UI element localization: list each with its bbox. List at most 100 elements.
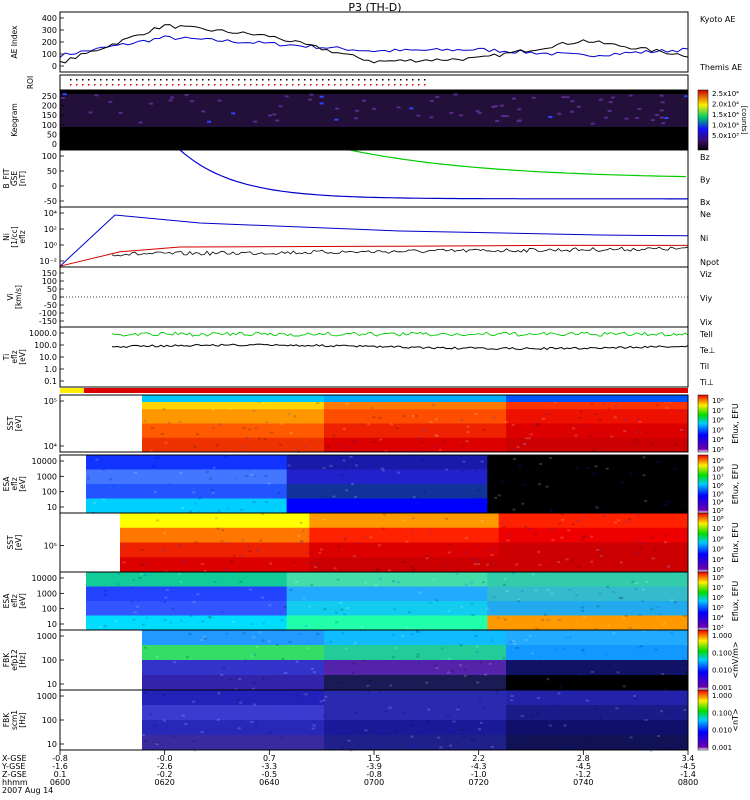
- roi-dot: [286, 84, 288, 86]
- spectrogram-speckle: [158, 599, 162, 602]
- spectrogram-speckle: [634, 587, 638, 590]
- spectrogram-cell: [324, 437, 507, 453]
- roi-dot: [238, 79, 240, 81]
- spectrogram-speckle: [153, 490, 157, 493]
- spectrogram-speckle: [486, 677, 490, 680]
- spectrogram-speckle: [397, 471, 401, 474]
- spectrogram-speckle: [370, 683, 374, 686]
- spectrogram-speckle: [343, 613, 347, 616]
- spectrogram-speckle: [418, 591, 422, 594]
- roi-dot: [226, 84, 228, 86]
- keogram-pixel: [94, 94, 99, 97]
- spectrogram-speckle: [250, 473, 254, 476]
- spectrogram-speckle: [429, 421, 433, 424]
- spectrogram-speckle: [232, 621, 236, 624]
- spectrogram-cell: [86, 484, 288, 499]
- y-tick-label: 400: [42, 14, 57, 23]
- spectrogram-speckle: [512, 508, 516, 511]
- spectrogram-speckle: [425, 489, 429, 492]
- spectrogram-speckle: [673, 601, 677, 604]
- spectrogram-speckle: [548, 528, 552, 531]
- spectrogram-speckle: [577, 565, 581, 568]
- roi-dot: [406, 84, 408, 86]
- colorbar-tick: 10³: [712, 446, 724, 454]
- y-tick-label: 10: [47, 503, 57, 512]
- spectrogram-speckle: [585, 699, 589, 702]
- roi-dot: [256, 84, 258, 86]
- x-gse-value: 1.5: [368, 754, 381, 763]
- spectrogram-speckle: [230, 560, 234, 563]
- x-row-label: X-GSE: [2, 754, 27, 763]
- spectrogram-speckle: [631, 580, 635, 583]
- spectrogram-speckle: [517, 470, 521, 473]
- spectrogram-speckle: [332, 663, 336, 666]
- roi-dot: [148, 84, 150, 86]
- spectrogram-speckle: [283, 606, 287, 609]
- spectrogram-speckle: [401, 711, 405, 714]
- spectrogram-speckle: [538, 563, 542, 566]
- spectrogram-cell: [142, 645, 325, 661]
- spectrogram-speckle: [463, 668, 467, 671]
- spectrogram-speckle: [388, 706, 392, 709]
- keogram-pixel: [201, 110, 206, 113]
- keogram-pixel: [637, 108, 642, 111]
- spectrogram-speckle: [462, 460, 466, 463]
- colorbar-tick: 0.001: [712, 684, 732, 692]
- spectrogram-speckle: [663, 503, 667, 506]
- spectrogram-speckle: [577, 416, 581, 419]
- spectrogram-speckle: [607, 624, 611, 627]
- colorbar-tick: 10³: [712, 624, 724, 632]
- y-tick-label: 1.0: [44, 365, 57, 374]
- spectrogram-speckle: [197, 510, 201, 513]
- legend-entry: Bz: [700, 153, 710, 162]
- spectrogram-speckle: [345, 489, 349, 492]
- keogram-pixel: [334, 118, 339, 121]
- y-gse-value: -4.5: [680, 762, 696, 771]
- spectrogram-speckle: [680, 410, 684, 413]
- spectrogram-cell: [142, 705, 325, 721]
- spectrogram-speckle: [447, 610, 451, 613]
- colorbar-fbk_b: 1.000 0.100 0.010 0.001 <nT>: [697, 689, 740, 752]
- spectrogram-speckle: [267, 731, 271, 734]
- spectrogram-speckle: [564, 636, 568, 639]
- colorbar-tick: 10⁴: [712, 436, 724, 444]
- spectrogram-speckle: [248, 550, 252, 553]
- spectrogram-speckle: [324, 695, 328, 698]
- colorbar-tick: 1.000: [712, 632, 732, 640]
- spectrogram-speckle: [316, 402, 320, 405]
- spectrogram-speckle: [549, 456, 553, 459]
- spectrogram-speckle: [619, 561, 623, 564]
- keogram-pixel: [664, 117, 669, 120]
- y-gse-value: -3.3: [262, 762, 278, 771]
- spectrogram-speckle: [557, 619, 561, 622]
- spectrogram-speckle: [339, 683, 343, 686]
- roi-dot: [388, 84, 390, 86]
- keogram-pixel: [253, 120, 258, 123]
- keogram-pixel: [355, 109, 360, 112]
- spectrogram-speckle: [618, 596, 622, 599]
- spectrogram-speckle: [427, 708, 431, 711]
- spectrogram-speckle: [258, 631, 262, 634]
- spectrogram-speckle: [644, 499, 648, 502]
- roi-dot: [400, 79, 402, 81]
- spectrogram-speckle: [492, 416, 496, 419]
- spectrogram-cell: [286, 572, 488, 587]
- colorbar-tick: 0.001: [712, 744, 732, 752]
- spectrogram-speckle: [604, 685, 608, 688]
- y-axis-label-line: SST: [6, 416, 15, 431]
- spectrogram-speckle: [596, 548, 600, 551]
- colorbar-tick: 0.010: [712, 667, 732, 675]
- spectrogram-speckle: [497, 494, 501, 497]
- spectrogram-speckle: [528, 634, 532, 637]
- keogram-cbar-unit: [counts]: [740, 106, 748, 135]
- spectrogram-speckle: [288, 641, 292, 644]
- spectrogram-speckle: [216, 527, 220, 530]
- keogram-pixel: [569, 110, 574, 113]
- spectrogram-speckle: [383, 513, 387, 516]
- roi-dot: [208, 79, 210, 81]
- spectrogram-speckle: [216, 718, 220, 721]
- spectrogram-cell: [142, 690, 325, 706]
- roi-dot: [208, 84, 210, 86]
- spectrogram-speckle: [506, 539, 510, 542]
- spectrogram-speckle: [505, 676, 509, 679]
